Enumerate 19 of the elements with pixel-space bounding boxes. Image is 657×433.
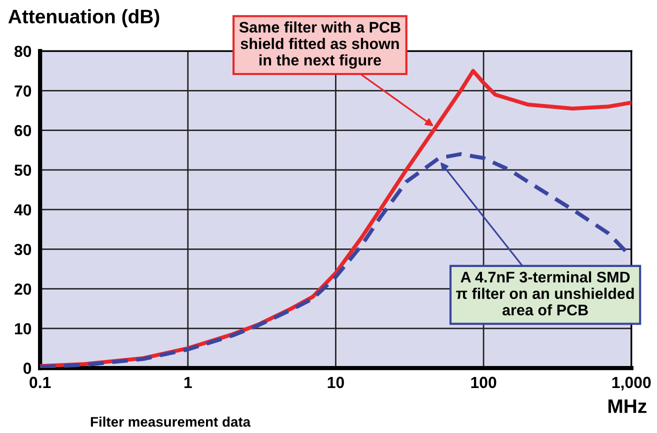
y-tick-label: 0 (23, 362, 32, 374)
y-tick-label: 40 (14, 204, 32, 216)
y-tick-label: 10 (14, 323, 32, 334)
y-tick-label: 20 (14, 283, 32, 295)
y-tick-label: 80 (14, 46, 32, 58)
y-tick-label: 70 (14, 85, 32, 97)
y-tick-label: 60 (14, 124, 32, 136)
y-tick-label: 30 (14, 244, 32, 256)
x-tick-label: 10 (328, 376, 344, 388)
annotation: Same filter with a PCB shield fitted as shown in the next figure (239, 21, 400, 69)
x-axis-title: MHz (608, 400, 646, 413)
x-tick-label: 1 (184, 376, 192, 388)
x-tick-label: 100 (471, 376, 496, 388)
text: Filter measurement data (90, 416, 251, 427)
y-tick-label: 50 (14, 164, 32, 176)
annotation: A 4.7nF 3-terminal SMD π filter on an unshielded area of PCB (456, 271, 634, 316)
x-tick-label: 0.1 (30, 376, 51, 388)
y-axis-title: Attenuation (dB) (8, 9, 160, 28)
x-tick-label: 1,000 (612, 376, 651, 390)
